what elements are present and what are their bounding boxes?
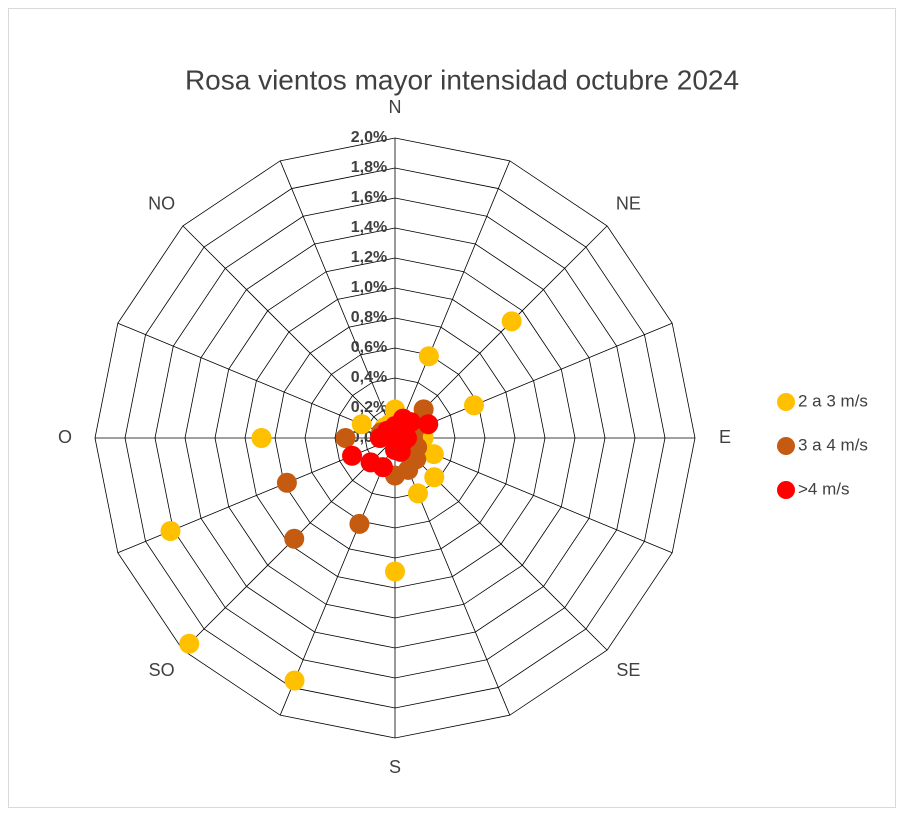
y-tick-label: 1,0% bbox=[351, 279, 387, 296]
chart-border bbox=[8, 8, 896, 808]
y-tick-label: 0,2% bbox=[351, 399, 387, 416]
marker bbox=[407, 483, 428, 504]
marker bbox=[501, 311, 522, 332]
marker bbox=[284, 670, 305, 691]
direction-label: NO bbox=[148, 193, 175, 213]
marker bbox=[251, 428, 272, 448]
marker bbox=[349, 513, 370, 534]
y-tick-label: 1,4% bbox=[351, 219, 387, 236]
spoke bbox=[279, 437, 396, 716]
marker bbox=[463, 395, 484, 416]
marker bbox=[351, 414, 372, 435]
marker bbox=[360, 452, 381, 473]
marker bbox=[418, 414, 439, 435]
spoke bbox=[394, 322, 673, 439]
direction-label: N bbox=[389, 97, 402, 117]
legend-marker bbox=[777, 437, 795, 455]
y-tick-label: 0,6% bbox=[351, 339, 387, 356]
marker bbox=[418, 346, 439, 367]
marker bbox=[424, 467, 445, 488]
y-tick-label: 0,8% bbox=[351, 309, 387, 326]
direction-label: O bbox=[58, 427, 72, 447]
marker bbox=[335, 428, 356, 448]
legend-label: 2 a 3 m/s bbox=[798, 391, 868, 410]
marker bbox=[342, 445, 363, 466]
spoke bbox=[394, 437, 511, 716]
chart-title: Rosa vientos mayor intensidad octubre 20… bbox=[185, 64, 739, 95]
marker bbox=[385, 561, 405, 582]
y-tick-label: 1,6% bbox=[351, 189, 387, 206]
spoke bbox=[182, 225, 396, 439]
marker bbox=[179, 633, 200, 654]
direction-label: SE bbox=[616, 660, 640, 680]
marker bbox=[400, 412, 421, 433]
direction-label: E bbox=[719, 427, 731, 447]
marker bbox=[382, 421, 403, 442]
marker bbox=[423, 444, 444, 465]
direction-label: SO bbox=[149, 660, 175, 680]
legend-label: 3 a 4 m/s bbox=[798, 435, 868, 454]
spoke bbox=[394, 160, 511, 439]
y-tick-label: 1,8% bbox=[351, 159, 387, 176]
spoke bbox=[117, 322, 396, 439]
y-tick-label: 0,4% bbox=[351, 369, 387, 386]
direction-label: NE bbox=[616, 193, 641, 213]
marker bbox=[284, 528, 305, 549]
spoke bbox=[279, 160, 396, 439]
legend-label: >4 m/s bbox=[798, 479, 850, 498]
legend-marker bbox=[777, 393, 795, 411]
marker bbox=[385, 440, 405, 460]
direction-label: S bbox=[389, 757, 401, 777]
marker bbox=[160, 520, 181, 541]
marker bbox=[276, 472, 297, 493]
legend-marker bbox=[777, 481, 795, 499]
y-tick-label: 1,2% bbox=[351, 249, 387, 266]
y-tick-label: 2,0% bbox=[351, 129, 387, 146]
